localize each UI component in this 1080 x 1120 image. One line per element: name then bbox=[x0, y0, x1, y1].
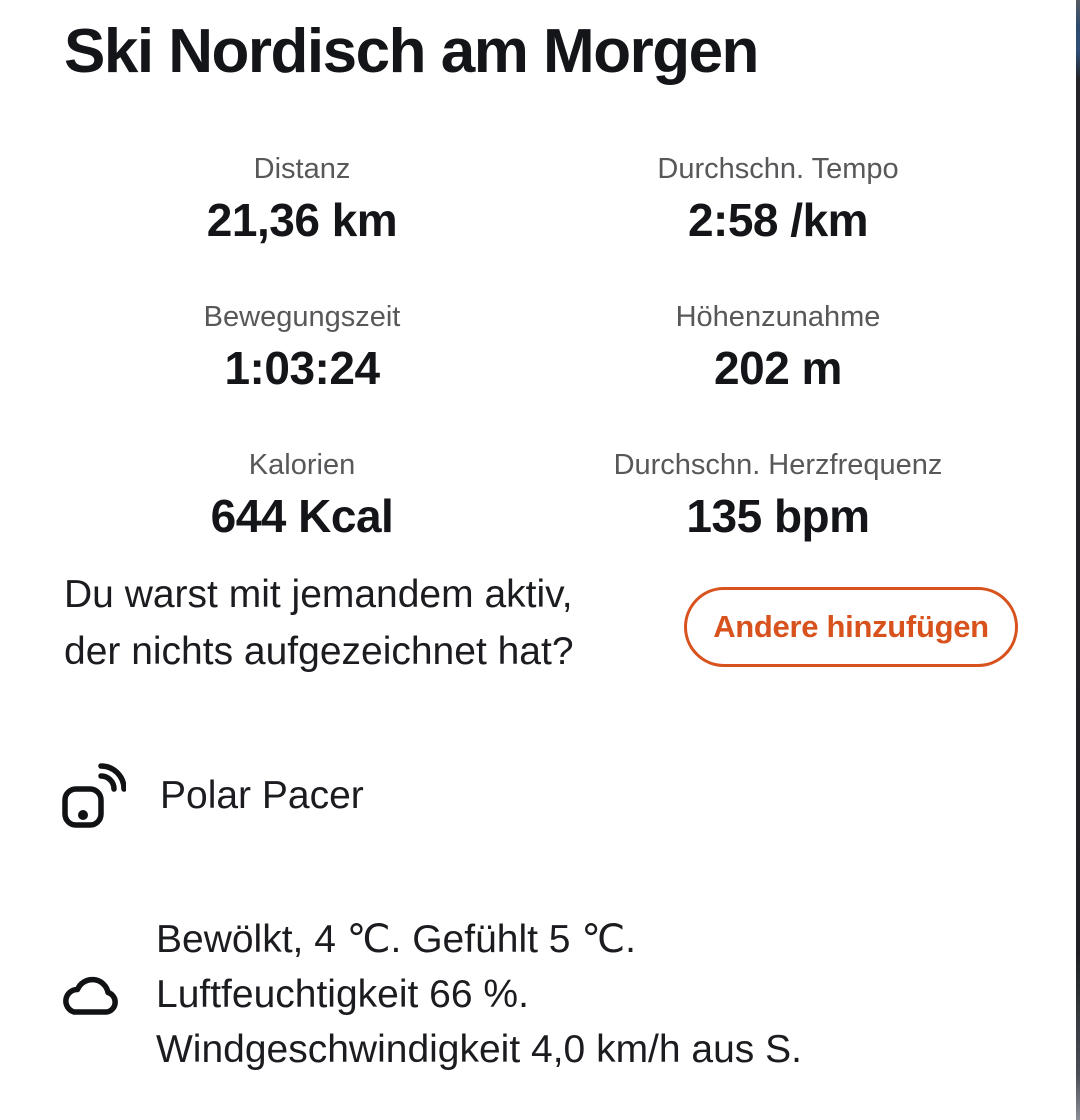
device-signal-icon bbox=[60, 763, 126, 829]
cloud-icon bbox=[60, 967, 122, 1023]
stat-value: 1:03:24 bbox=[224, 342, 380, 394]
partner-question: Du warst mit jemandem aktiv, der nichts a… bbox=[64, 566, 574, 680]
stat-value: 2:58 /km bbox=[687, 194, 869, 246]
stat-value: 202 m bbox=[714, 342, 842, 394]
stat-label: Distanz bbox=[253, 153, 351, 185]
partner-question-line1: Du warst mit jemandem aktiv, bbox=[64, 573, 573, 616]
stat-label: Bewegungszeit bbox=[203, 301, 401, 333]
device-row: Polar Pacer bbox=[60, 763, 364, 829]
weather-summary: Bewölkt, 4 ℃. Gefühlt 5 ℃. Luftfeuchtigk… bbox=[156, 912, 802, 1077]
stat-label: Durchschn. Tempo bbox=[657, 153, 899, 185]
stat-value: 135 bpm bbox=[686, 490, 870, 542]
stat-label: Höhenzunahme bbox=[675, 301, 881, 333]
adjacent-page-edge bbox=[1076, 0, 1080, 1120]
stat-moving-time: Bewegungszeit 1:03:24 bbox=[64, 300, 540, 396]
add-others-button[interactable]: Andere hinzufügen bbox=[684, 587, 1018, 667]
weather-line-wind: Windgeschwindigkeit 4,0 km/h aus S. bbox=[156, 1028, 802, 1071]
weather-line-humidity: Luftfeuchtigkeit 66 %. bbox=[156, 973, 529, 1016]
stat-label: Durchschn. Herzfrequenz bbox=[613, 449, 943, 481]
weather-row: Bewölkt, 4 ℃. Gefühlt 5 ℃. Luftfeuchtigk… bbox=[60, 912, 802, 1077]
stat-avg-heart-rate: Durchschn. Herzfrequenz 135 bpm bbox=[540, 448, 1016, 544]
stat-distance: Distanz 21,36 km bbox=[64, 152, 540, 248]
device-name: Polar Pacer bbox=[160, 774, 364, 817]
activity-title: Ski Nordisch am Morgen bbox=[64, 17, 759, 86]
stat-value: 21,36 km bbox=[206, 194, 398, 246]
stat-value: 644 Kcal bbox=[210, 490, 394, 542]
partner-question-line2: der nichts aufgezeichnet hat? bbox=[64, 630, 574, 673]
weather-line-conditions: Bewölkt, 4 ℃. Gefühlt 5 ℃. bbox=[156, 918, 636, 961]
stats-grid: Distanz 21,36 km Durchschn. Tempo 2:58 /… bbox=[64, 152, 1016, 544]
stat-calories: Kalorien 644 Kcal bbox=[64, 448, 540, 544]
stat-avg-pace: Durchschn. Tempo 2:58 /km bbox=[540, 152, 1016, 248]
stat-elevation-gain: Höhenzunahme 202 m bbox=[540, 300, 1016, 396]
stat-label: Kalorien bbox=[248, 449, 356, 481]
